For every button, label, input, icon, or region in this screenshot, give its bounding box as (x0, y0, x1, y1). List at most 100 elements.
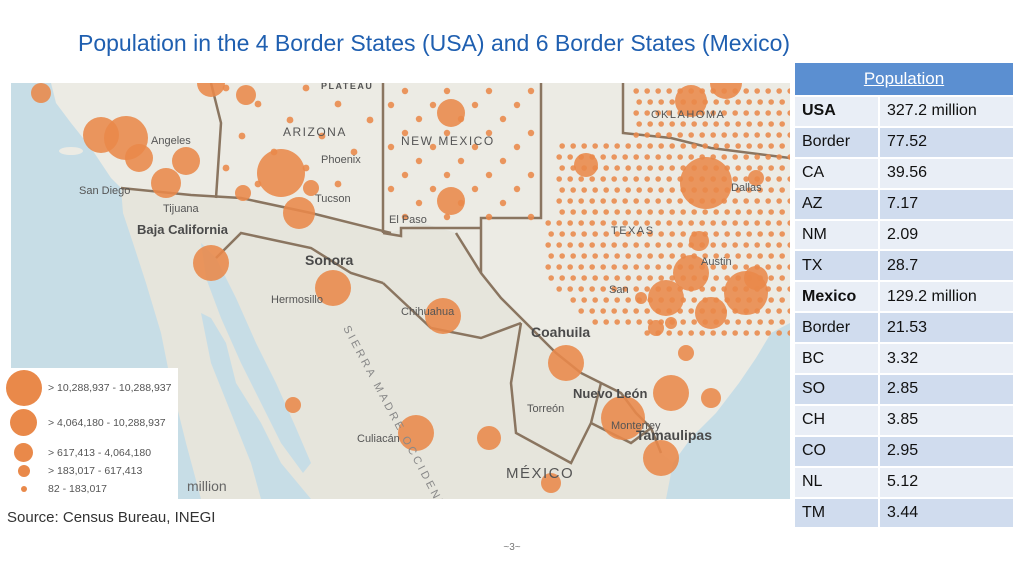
population-bubble (603, 319, 609, 325)
population-bubble (765, 110, 771, 116)
population-bubble (710, 330, 716, 336)
place-label: Phoenix (321, 154, 361, 166)
population-bubble (699, 286, 705, 292)
population-bubble (636, 121, 642, 127)
population-bubble (768, 187, 774, 193)
population-bubble (567, 176, 573, 182)
row-name: TM (795, 496, 880, 528)
population-bubble (658, 297, 664, 303)
table-row: USA 327.2 million (795, 95, 1013, 127)
population-bubble (622, 308, 628, 314)
population-bubble (485, 171, 493, 179)
population-bubble (658, 231, 664, 237)
population-bubble (787, 88, 790, 94)
population-bubble (647, 121, 653, 127)
population-bubble (285, 397, 301, 413)
population-bubble (699, 198, 705, 204)
population-bubble (669, 275, 675, 281)
population-bubble (680, 121, 686, 127)
population-bubble (443, 129, 451, 137)
population-bubble (401, 129, 409, 137)
population-bubble (701, 388, 721, 408)
population-bubble (743, 198, 749, 204)
population-bubble (578, 308, 584, 314)
population-bubble (754, 88, 760, 94)
population-bubble (527, 87, 535, 95)
population-bubble (699, 220, 705, 226)
table-row: AZ 7.17 (795, 187, 1013, 220)
population-bubble (677, 220, 683, 226)
population-bubble (592, 209, 598, 215)
population-bubble (768, 143, 774, 149)
population-bubble (556, 220, 562, 226)
population-bubble (589, 308, 595, 314)
population-bubble (721, 132, 727, 138)
population-bubble (592, 231, 598, 237)
population-bubble (765, 330, 771, 336)
population-bubble (675, 85, 707, 117)
population-bubble (283, 197, 315, 229)
population-bubble (735, 165, 741, 171)
population-bubble (754, 264, 760, 270)
population-bubble (238, 132, 246, 140)
population-bubble (592, 319, 598, 325)
population-bubble (471, 143, 479, 151)
population-bubble (787, 110, 790, 116)
legend-item: > 10,288,937 - 10,288,937 (6, 370, 171, 406)
population-bubble (658, 253, 664, 259)
population-bubble (603, 253, 609, 259)
population-bubble (779, 143, 785, 149)
population-bubble (633, 198, 639, 204)
population-bubble (691, 253, 697, 259)
population-bubble (702, 121, 708, 127)
population-bubble (570, 209, 576, 215)
population-bubble (673, 255, 709, 291)
population-bubble (735, 297, 741, 303)
population-bubble (757, 143, 763, 149)
population-bubble (614, 297, 620, 303)
population-bubble (429, 143, 437, 151)
population-bubble (691, 319, 697, 325)
population-bubble (688, 242, 694, 248)
place-label: MÉXICO (506, 465, 574, 482)
population-bubble (757, 99, 763, 105)
population-bubble (655, 198, 661, 204)
population-bubble (699, 88, 705, 94)
population-bubble (270, 148, 278, 156)
place-label: Baja California (137, 222, 229, 237)
population-bubble (724, 187, 730, 193)
population-bubble (570, 297, 576, 303)
population-bubble (688, 176, 694, 182)
population-bubble (688, 198, 694, 204)
population-bubble (765, 176, 771, 182)
population-bubble (677, 286, 683, 292)
population-bubble (570, 143, 576, 149)
population-bubble (710, 88, 716, 94)
population-bubble (743, 176, 749, 182)
row-name: NL (795, 465, 880, 498)
population-bubble (678, 345, 694, 361)
population-bubble (677, 110, 683, 116)
place-label: Chihuahua (401, 306, 455, 318)
map[interactable]: PLATEAU Angeles San Diego Tijuana Baja Calif… (11, 83, 790, 499)
population-bubble (614, 275, 620, 281)
population-bubble (415, 157, 423, 165)
population-bubble (666, 176, 672, 182)
population-bubble (765, 88, 771, 94)
population-bubble (548, 231, 554, 237)
population-bubble (702, 297, 708, 303)
population-bubble (647, 297, 653, 303)
population-bubble (732, 220, 738, 226)
population-bubble (236, 85, 256, 105)
population-bubble (625, 165, 631, 171)
population-bubble (578, 286, 584, 292)
population-bubble (680, 253, 686, 259)
population-bubble (677, 330, 683, 336)
population-bubble (768, 319, 774, 325)
population-bubble (581, 187, 587, 193)
population-bubble (702, 231, 708, 237)
population-bubbles (31, 83, 790, 493)
place-label: PLATEAU (321, 83, 373, 91)
population-bubble (776, 110, 782, 116)
population-bubble (658, 319, 664, 325)
